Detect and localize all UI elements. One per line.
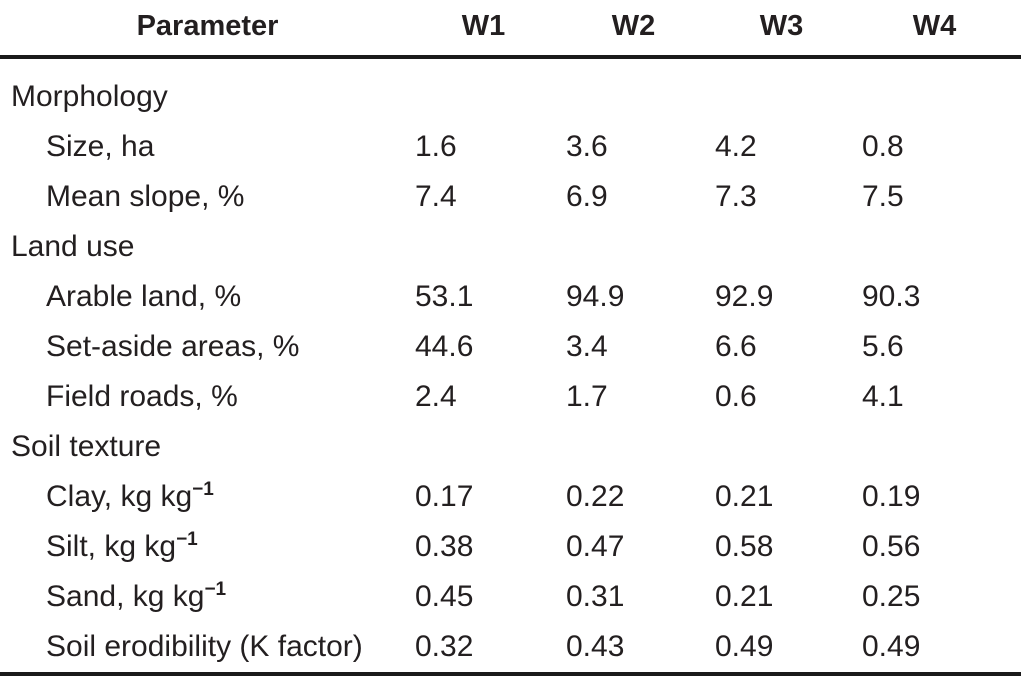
value-cell: 6.9	[566, 180, 608, 213]
section-label-text: Soil texture	[11, 430, 162, 463]
value-cell: 92.9	[715, 280, 774, 313]
value-cell	[862, 72, 1021, 122]
table-row-size: Size, ha 1.6 3.6 4.2 0.8	[0, 122, 1021, 172]
table-row-field-roads: Field roads, % 2.4 1.7 0.6 4.1	[0, 372, 1021, 422]
param-label-text: Field roads, %	[46, 380, 238, 413]
table-row-set-aside-areas: Set-aside areas, % 44.6 3.4 6.6 5.6	[0, 322, 1021, 372]
param-label-text: Sand, kg kg	[46, 580, 205, 613]
value-cell: 0.19	[862, 480, 921, 513]
value-cell: 0.17	[415, 480, 474, 513]
superscript-exponent: −1	[204, 579, 227, 600]
param-label-text: Set-aside areas, %	[46, 330, 300, 363]
section-label: Morphology	[0, 72, 415, 122]
value-cell: 7.5	[862, 180, 904, 213]
value-cell: 0.21	[715, 480, 774, 513]
value-cell	[566, 422, 715, 472]
value-cell: 53.1	[415, 280, 474, 313]
value-cell: 0.6	[715, 380, 757, 413]
value-cell: 0.43	[566, 630, 625, 663]
superscript-exponent: −1	[192, 479, 214, 500]
value-cell: 0.25	[862, 580, 921, 613]
column-header-w4: W4	[862, 0, 1021, 59]
table-row-land-use: Land use	[0, 222, 1021, 272]
value-cell	[566, 72, 715, 122]
value-cell: 1.6	[415, 130, 457, 163]
table-row-silt: Silt, kg kg−1 0.38 0.47 0.58 0.56	[0, 522, 1021, 572]
column-header-w3: W3	[715, 0, 862, 59]
value-cell	[566, 222, 715, 272]
table-row-arable-land: Arable land, % 53.1 94.9 92.9 90.3	[0, 272, 1021, 322]
value-cell	[415, 72, 566, 122]
section-label-text: Morphology	[11, 80, 168, 113]
value-cell	[862, 422, 1021, 472]
table-row-soil-texture: Soil texture	[0, 422, 1021, 472]
param-label: Size, ha	[0, 122, 415, 172]
value-cell: 90.3	[862, 280, 921, 313]
value-cell	[715, 72, 862, 122]
value-cell: 6.6	[715, 330, 757, 363]
value-cell: 0.31	[566, 580, 625, 613]
param-label-text: Mean slope, %	[46, 180, 245, 213]
param-label: Sand, kg kg−1	[0, 572, 415, 622]
value-cell: 4.1	[862, 380, 904, 413]
param-label: Silt, kg kg−1	[0, 522, 415, 572]
param-label-text: Size, ha	[46, 130, 155, 163]
header-row: Parameter W1 W2 W3 W4	[0, 0, 1021, 59]
column-header-w1: W1	[415, 0, 566, 59]
value-cell: 0.22	[566, 480, 625, 513]
value-cell: 0.49	[715, 630, 774, 663]
table-row-morphology: Morphology	[0, 72, 1021, 122]
table-header: Parameter W1 W2 W3 W4	[0, 0, 1021, 59]
param-label-text: Arable land, %	[46, 280, 242, 313]
value-cell: 1.7	[566, 380, 608, 413]
param-label-text: Soil erodibility (K factor)	[46, 630, 363, 663]
param-label: Field roads, %	[0, 372, 415, 422]
section-label: Land use	[0, 222, 415, 272]
param-label: Clay, kg kg−1	[0, 472, 415, 522]
value-cell: 0.32	[415, 630, 474, 663]
value-cell: 7.4	[415, 180, 457, 213]
section-label-text: Land use	[11, 230, 135, 263]
section-label: Soil texture	[0, 422, 415, 472]
value-cell: 7.3	[715, 180, 757, 213]
table-row-soil-erodibility: Soil erodibility (K factor) 0.32 0.43 0.…	[0, 622, 1021, 674]
table-row-sand: Sand, kg kg−1 0.45 0.31 0.21 0.25	[0, 572, 1021, 622]
value-cell: 0.49	[862, 630, 921, 663]
value-cell: 0.21	[715, 580, 774, 613]
column-header-parameter: Parameter	[0, 0, 415, 59]
value-cell: 5.6	[862, 330, 904, 363]
value-cell	[715, 222, 862, 272]
value-cell: 0.56	[862, 530, 921, 563]
param-label: Set-aside areas, %	[0, 322, 415, 372]
value-cell: 44.6	[415, 330, 474, 363]
value-cell: 3.4	[566, 330, 608, 363]
value-cell	[862, 222, 1021, 272]
table-row-clay: Clay, kg kg−1 0.17 0.22 0.21 0.19	[0, 472, 1021, 522]
value-cell	[415, 422, 566, 472]
param-label: Arable land, %	[0, 272, 415, 322]
value-cell: 0.47	[566, 530, 625, 563]
value-cell: 0.38	[415, 530, 474, 563]
param-label-text: Silt, kg kg	[46, 530, 177, 563]
param-label: Soil erodibility (K factor)	[0, 622, 415, 674]
value-cell: 94.9	[566, 280, 625, 313]
value-cell: 0.58	[715, 530, 774, 563]
table-row-mean-slope: Mean slope, % 7.4 6.9 7.3 7.5	[0, 172, 1021, 222]
value-cell: 3.6	[566, 130, 608, 163]
spacer-row	[0, 57, 1021, 72]
column-header-w2: W2	[566, 0, 715, 59]
param-label: Mean slope, %	[0, 172, 415, 222]
value-cell	[715, 422, 862, 472]
superscript-exponent: −1	[176, 529, 198, 550]
value-cell: 0.8	[862, 130, 904, 163]
param-label-text: Clay, kg kg	[46, 480, 193, 513]
value-cell	[415, 222, 566, 272]
table-body: Morphology Size, ha 1.6 3.6 4.2 0.8 Mean…	[0, 57, 1021, 674]
value-cell: 4.2	[715, 130, 757, 163]
value-cell: 2.4	[415, 380, 457, 413]
value-cell: 0.45	[415, 580, 474, 613]
